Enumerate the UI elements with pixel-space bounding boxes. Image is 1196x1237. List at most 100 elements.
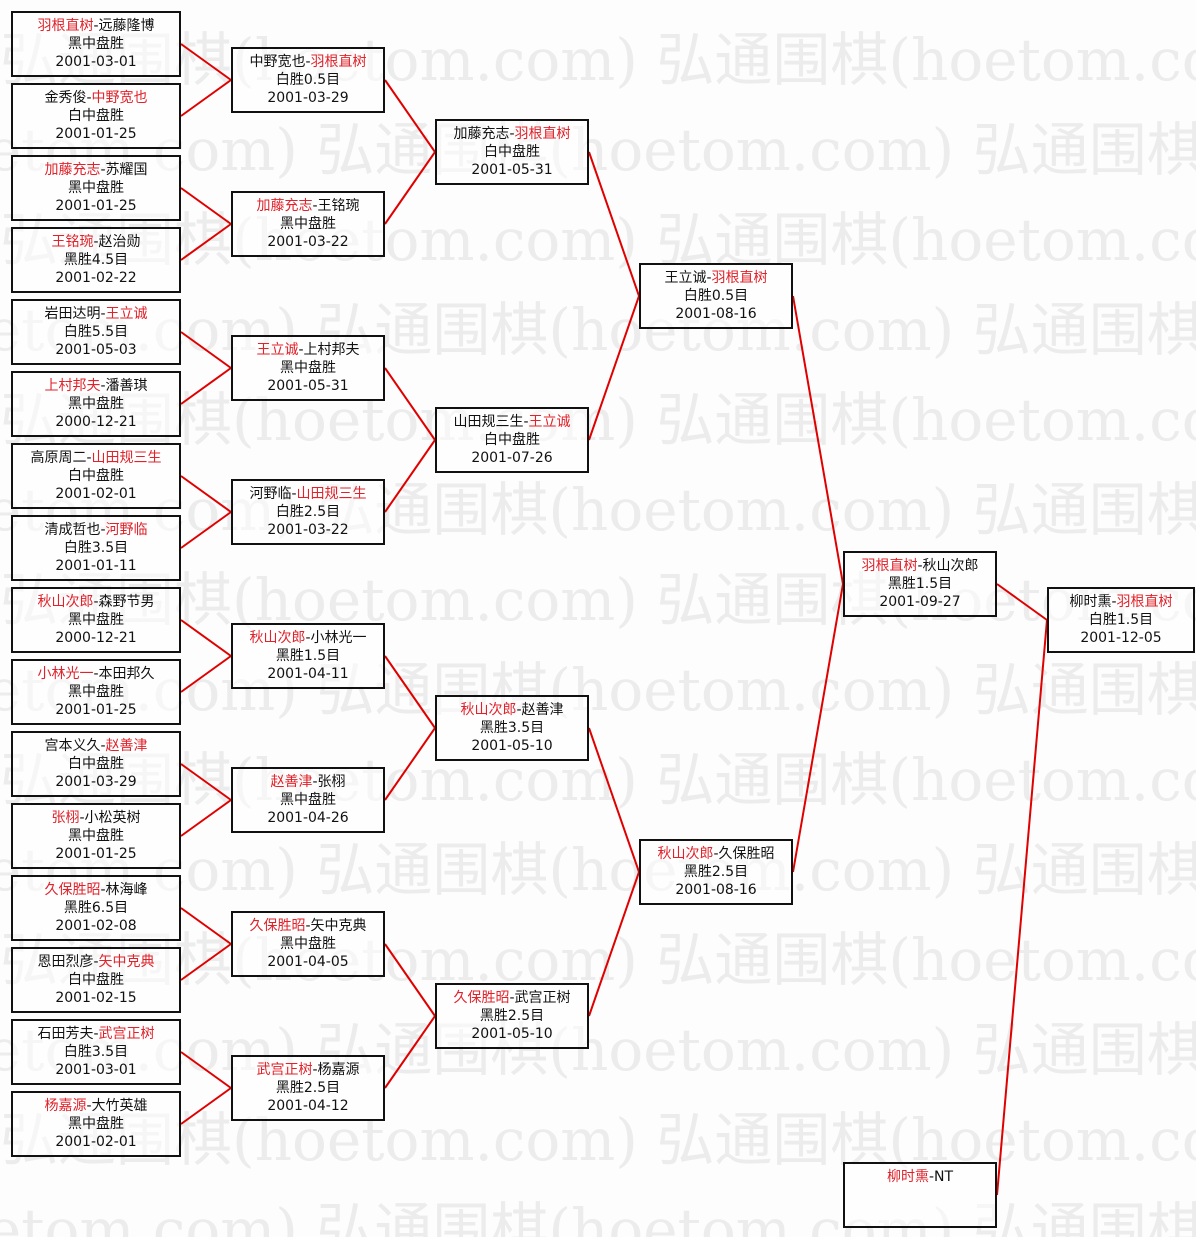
match-box-seed: 柳时熏-NT: [843, 1162, 997, 1228]
match-result: 白胜0.5目: [275, 72, 341, 88]
separator: -: [312, 774, 318, 790]
player-2: 河野临: [105, 522, 148, 538]
player-2: 杨嘉源: [317, 1062, 360, 1078]
match-date: 2001-03-29: [55, 774, 137, 790]
match-players: 金秀俊-中野宽也: [13, 89, 179, 107]
player-2: 张栩: [317, 774, 346, 790]
player-2: 羽根直树: [310, 54, 367, 70]
match-date: 2001-04-12: [267, 1098, 349, 1114]
separator: -: [100, 882, 106, 898]
player-2: 武宫正树: [98, 1026, 155, 1042]
player-1: 秋山次郎: [460, 702, 517, 718]
player-2: 王立诚: [105, 306, 148, 322]
match-players: 赵善津-张栩: [233, 773, 383, 791]
match-result: 白胜2.5目: [275, 504, 341, 520]
bracket-connector: [384, 655, 436, 729]
player-2: 矢中克典: [310, 918, 367, 934]
match-box-round-1: 羽根直树-远藤隆博 黑中盘胜 2001-03-01: [11, 11, 181, 77]
bracket-connector: [180, 367, 232, 405]
separator: -: [100, 378, 106, 394]
separator: -: [523, 414, 529, 430]
player-1: 中野宽也: [249, 54, 306, 70]
separator: -: [305, 630, 311, 646]
match-players: 加藤充志-王铭琬: [233, 197, 383, 215]
match-date: 2001-05-03: [55, 342, 137, 358]
match-box-round-1: 岩田达明-王立诚 白胜5.5目 2001-05-03: [11, 299, 181, 365]
match-result: 黑中盘胜: [280, 792, 336, 808]
match-result: 白胜3.5目: [63, 1044, 129, 1060]
separator: -: [509, 126, 515, 142]
match-players: 王立诚-羽根直树: [641, 269, 791, 287]
player-2: 赵善津: [521, 702, 564, 718]
match-box-round-2: 久保胜昭-矢中克典 黑中盘胜 2001-04-05: [231, 911, 385, 977]
match-players: 杨嘉源-大竹英雄: [13, 1097, 179, 1115]
player-1: 久保胜昭: [249, 918, 306, 934]
match-result: 黑胜6.5目: [63, 900, 129, 916]
player-1: 高原周二: [30, 450, 87, 466]
match-result: 白中盘胜: [484, 144, 540, 160]
player-2: 森野节男: [98, 594, 155, 610]
match-players: 高原周二-山田规三生: [13, 449, 179, 467]
match-date: 2001-04-11: [267, 666, 349, 682]
match-result: 白胜0.5目: [683, 288, 749, 304]
match-players: 羽根直树-秋山次郎: [845, 557, 995, 575]
separator: -: [100, 522, 106, 538]
match-players: 柳时熏-NT: [845, 1168, 995, 1186]
match-players: 王立诚-上村邦夫: [233, 341, 383, 359]
match-box-round-2: 武宫正树-杨嘉源 黑胜2.5目 2001-04-12: [231, 1055, 385, 1121]
player-2: 大竹英雄: [91, 1098, 148, 1114]
match-result: 黑中盘胜: [68, 180, 124, 196]
separator: -: [93, 234, 99, 250]
bracket-connector: [588, 295, 640, 441]
bracket-connector: [180, 511, 232, 549]
match-result: 黑中盘胜: [68, 1116, 124, 1132]
match-result: 白胜3.5目: [63, 540, 129, 556]
player-2: 上村邦夫: [303, 342, 360, 358]
separator: -: [312, 1062, 318, 1078]
match-box-round-2: 秋山次郎-小林光一 黑胜1.5目 2001-04-11: [231, 623, 385, 689]
player-1: 秋山次郎: [657, 846, 714, 862]
player-2: 小松英树: [84, 810, 141, 826]
match-players: 张栩-小松英树: [13, 809, 179, 827]
bracket-connector: [180, 43, 232, 81]
player-1: 王立诚: [256, 342, 299, 358]
match-box-final: 柳时熏-羽根直树 白胜1.5目 2001-12-05: [1047, 587, 1195, 653]
player-2: 赵善津: [105, 738, 148, 754]
match-date: 2001-05-31: [267, 378, 349, 394]
player-2: 羽根直树: [711, 270, 768, 286]
match-result: 黑胜4.5目: [63, 252, 129, 268]
player-2: 小林光一: [310, 630, 367, 646]
player-2: 山田规三生: [91, 450, 162, 466]
player-2: 苏耀国: [105, 162, 148, 178]
player-1: 柳时熏: [1069, 594, 1112, 610]
match-box-round-5: 羽根直树-秋山次郎 黑胜1.5目 2001-09-27: [843, 551, 997, 617]
bracket-connector: [180, 1051, 232, 1089]
bracket-connector: [996, 619, 1048, 1196]
bracket-connector: [384, 439, 436, 513]
player-1: 恩田烈彦: [37, 954, 94, 970]
separator: -: [86, 90, 92, 106]
match-date: 2001-07-26: [471, 450, 553, 466]
match-players: 石田芳夫-武宫正树: [13, 1025, 179, 1043]
match-players: 小林光一-本田邦久: [13, 665, 179, 683]
match-box-round-1: 石田芳夫-武宫正树 白胜3.5目 2001-03-01: [11, 1019, 181, 1085]
bracket-connector: [180, 223, 232, 261]
match-box-round-1: 高原周二-山田规三生 白中盘胜 2001-02-01: [11, 443, 181, 509]
match-players: 加藤充志-羽根直树: [437, 125, 587, 143]
player-2: 赵治勋: [98, 234, 141, 250]
bracket-connector: [180, 907, 232, 945]
match-date: 2001-04-26: [267, 810, 349, 826]
match-result: 白中盘胜: [68, 108, 124, 124]
match-result: 白胜1.5目: [1088, 612, 1154, 628]
separator: -: [312, 198, 318, 214]
separator: -: [100, 162, 106, 178]
match-date: 2001-03-22: [267, 522, 349, 538]
match-box-round-1: 杨嘉源-大竹英雄 黑中盘胜 2001-02-01: [11, 1091, 181, 1157]
separator: -: [917, 558, 923, 574]
bracket-connector: [588, 151, 640, 297]
separator: -: [928, 1169, 935, 1185]
match-result: 黑中盘胜: [68, 396, 124, 412]
match-result: 黑胜2.5目: [683, 864, 749, 880]
separator: -: [298, 342, 304, 358]
